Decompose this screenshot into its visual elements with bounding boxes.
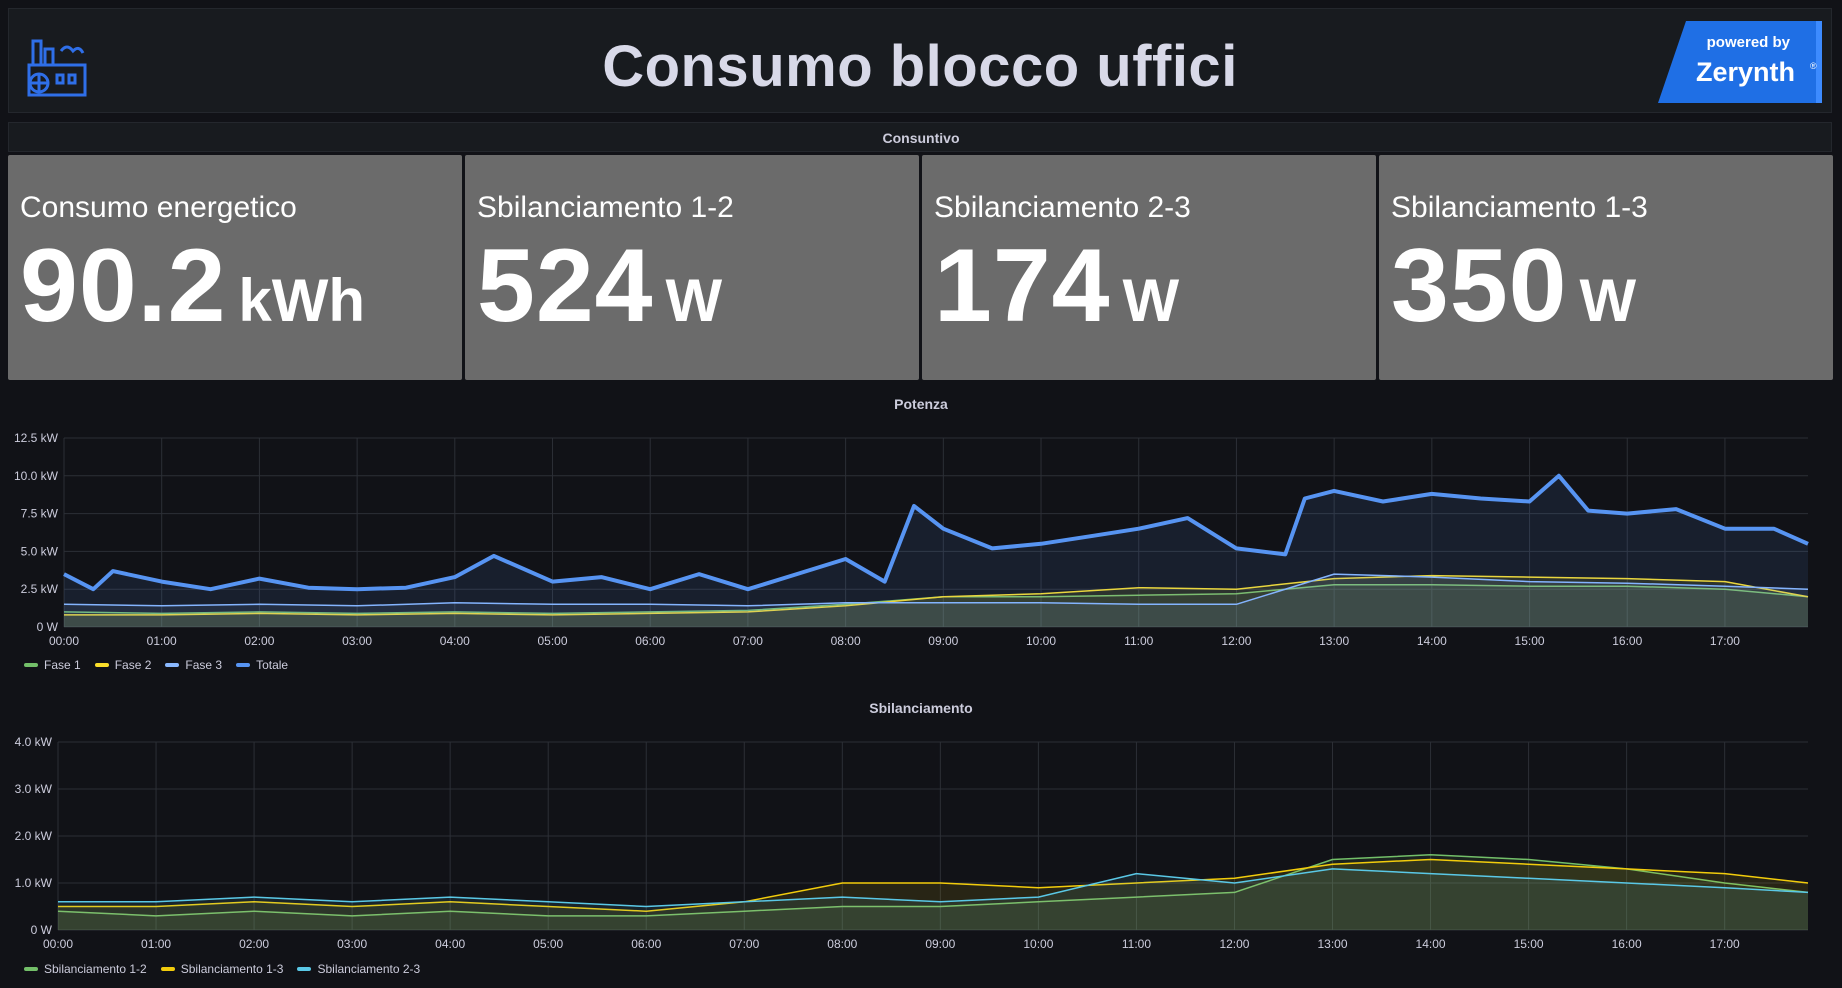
stat-panel-sbil-23[interactable]: Sbilanciamento 2-3 174 W [922,155,1376,380]
stat-value: 90.2 kWh [20,228,366,344]
legend-item-sbil12[interactable]: Sbilanciamento 1-2 [24,962,147,976]
x-tick-label: 02:00 [244,634,274,648]
x-tick-label: 10:00 [1026,634,1056,648]
x-tick-label: 05:00 [533,937,563,951]
x-tick-label: 03:00 [342,634,372,648]
stat-panel-consumo[interactable]: Consumo energetico 90.2 kWh [8,155,462,380]
x-tick-label: 09:00 [925,937,955,951]
y-tick-label: 2.0 kW [15,829,53,843]
chart-potenza[interactable]: 0 W 2.5 kW 5.0 kW 7.5 kW 10.0 kW 12.5 kW 00:00… [0,425,1842,655]
series-line-totale [63,473,1809,592]
x-tick-label: 09:00 [928,634,958,648]
x-tick-label: 00:00 [49,634,79,648]
stat-title: Sbilanciamento 1-2 [477,191,734,224]
series-line-sbilanciamento-2-3 [58,868,1809,908]
badge-reg-mark: ® [1810,61,1817,71]
x-tick-label: 15:00 [1514,937,1544,951]
x-tick-label: 08:00 [831,634,861,648]
stat-value: 350 W [1391,228,1637,344]
x-tick-label: 10:00 [1023,937,1053,951]
series-area-totale [64,475,1808,627]
y-tick-label: 10.0 kW [14,469,59,483]
x-tick-label: 14:00 [1416,937,1446,951]
y-tick-label: 3.0 kW [15,782,53,796]
dashboard-header: Consumo blocco uffici powered by Zerynth… [8,8,1832,113]
page-title: Consumo blocco uffici [602,34,1238,99]
series-area-sbilanciamento-1-2 [58,854,1808,930]
x-tick-label: 11:00 [1122,937,1151,951]
y-tick-label: 2.5 kW [21,582,59,596]
x-tick-label: 02:00 [239,937,269,951]
x-tick-label: 14:00 [1417,634,1447,648]
legend-potenza: Fase 1 Fase 2 Fase 3 Totale [24,658,288,672]
x-tick-label: 00:00 [43,937,73,951]
series-area-sbilanciamento-1-3 [58,859,1808,930]
x-tick-label: 04:00 [440,634,470,648]
series-area-fase-1 [64,584,1808,627]
x-tick-label: 16:00 [1612,634,1642,648]
y-tick-label: 0 W [37,620,59,634]
x-tick-label: 06:00 [635,634,665,648]
chart-title-sbilanciamento: Sbilanciamento [869,700,973,716]
stat-panel-sbil-13[interactable]: Sbilanciamento 1-3 350 W [1379,155,1833,380]
x-tick-label: 06:00 [631,937,661,951]
stat-value: 524 W [477,228,723,344]
x-tick-label: 04:00 [435,937,465,951]
series-line-fase-2 [64,574,1809,616]
stat-panel-sbil-12[interactable]: Sbilanciamento 1-2 524 W [465,155,919,380]
series-area-fase-3 [64,574,1808,627]
y-tick-label: 7.5 kW [21,507,59,521]
chart-sbilanciamento[interactable]: 0 W 1.0 kW 2.0 kW 3.0 kW 4.0 kW 00:00 01:00 02:… [0,728,1842,958]
x-tick-label: 08:00 [827,937,857,951]
legend-item-fase2[interactable]: Fase 2 [94,658,151,672]
x-tick-label: 12:00 [1219,937,1249,951]
stat-value: 174 W [934,228,1180,344]
section-title: Consuntivo [882,130,960,146]
x-tick-label: 17:00 [1710,937,1740,951]
stat-title: Sbilanciamento 1-3 [1391,191,1648,224]
x-tick-label: 07:00 [733,634,763,648]
section-consuntivo[interactable] [8,122,1832,152]
badge-brand-text: Zerynth [1696,57,1795,87]
y-tick-label: 5.0 kW [21,544,59,558]
y-tick-label: 4.0 kW [15,735,53,749]
x-tick-label: 17:00 [1710,634,1740,648]
legend-item-sbil23[interactable]: Sbilanciamento 2-3 [297,962,420,976]
x-tick-label: 13:00 [1319,634,1349,648]
x-tick-label: 13:00 [1317,937,1347,951]
badge-top-text: powered by [1707,34,1791,51]
legend-item-sbil13[interactable]: Sbilanciamento 1-3 [160,962,283,976]
legend-sbilanciamento: Sbilanciamento 1-2 Sbilanciamento 1-3 Sb… [24,962,420,976]
legend-item-fase1[interactable]: Fase 1 [24,658,81,672]
legend-item-fase3[interactable]: Fase 3 [165,658,222,672]
stat-title: Sbilanciamento 2-3 [934,191,1191,224]
series-line-sbilanciamento-1-3 [58,858,1809,912]
series-line-sbilanciamento-1-2 [57,854,1809,917]
factory-icon [27,39,87,97]
x-tick-label: 01:00 [141,937,171,951]
y-tick-label: 0 W [31,923,53,937]
x-tick-label: 07:00 [729,937,759,951]
series-area-sbilanciamento-2-3 [58,868,1808,930]
zerynth-badge[interactable]: powered by Zerynth ® [1658,21,1823,103]
x-tick-label: 05:00 [537,634,567,648]
y-tick-label: 12.5 kW [14,431,59,445]
x-tick-label: 01:00 [147,634,177,648]
x-tick-label: 16:00 [1612,937,1642,951]
series-line-fase-3 [63,573,1809,607]
stat-title: Consumo energetico [20,191,297,224]
y-tick-label: 1.0 kW [15,876,53,890]
x-tick-label: 12:00 [1221,634,1251,648]
x-tick-label: 11:00 [1124,634,1153,648]
x-tick-label: 03:00 [337,937,367,951]
legend-item-totale[interactable]: Totale [236,658,288,672]
x-tick-label: 15:00 [1515,634,1545,648]
chart-title-potenza: Potenza [894,396,948,412]
